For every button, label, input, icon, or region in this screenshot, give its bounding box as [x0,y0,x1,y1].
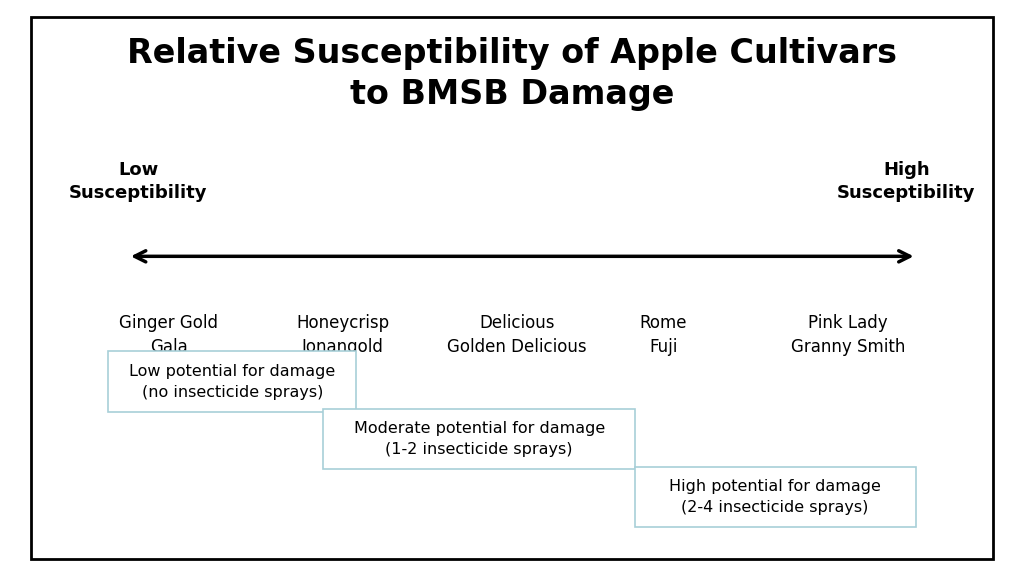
Bar [323,409,635,469]
Text: High potential for damage
(2-4 insecticide sprays): High potential for damage (2-4 insectici… [670,479,881,515]
Text: Rome
Fuji: Rome Fuji [640,314,687,355]
Text: High
Susceptibility: High Susceptibility [837,161,976,202]
Text: Pink Lady
Granny Smith: Pink Lady Granny Smith [791,314,905,355]
Text: Low potential for damage
(no insecticide sprays): Low potential for damage (no insecticide… [129,364,336,400]
Bar [635,467,916,527]
Text: Honeycrisp
Jonangold: Honeycrisp Jonangold [297,314,389,355]
Text: Moderate potential for damage
(1-2 insecticide sprays): Moderate potential for damage (1-2 insec… [353,422,605,457]
Text: Ginger Gold
Gala: Ginger Gold Gala [120,314,218,355]
Text: Delicious
Golden Delicious: Delicious Golden Delicious [447,314,587,355]
Text: Relative Susceptibility of Apple Cultivars
to BMSB Damage: Relative Susceptibility of Apple Cultiva… [127,37,897,111]
Text: Low
Susceptibility: Low Susceptibility [69,161,208,202]
Bar [108,351,356,412]
